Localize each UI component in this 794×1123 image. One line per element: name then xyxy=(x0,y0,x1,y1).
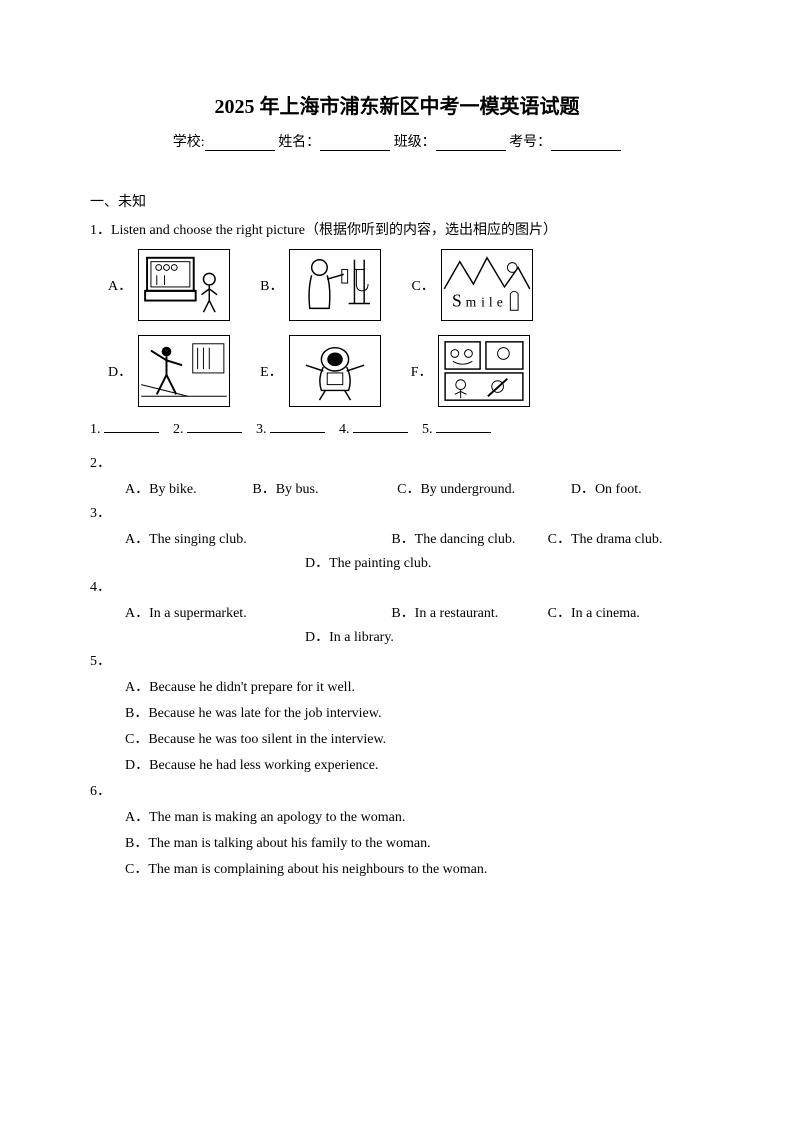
astronaut-icon xyxy=(289,335,381,407)
blank-4[interactable] xyxy=(353,421,408,433)
q3-options-row1: A．The singing club. B．The dancing club. … xyxy=(125,528,704,548)
school-label: 学校: xyxy=(173,135,205,150)
pic-d-letter: D． xyxy=(108,361,132,381)
pic-f-letter: F． xyxy=(411,361,433,381)
tv-olympics-icon xyxy=(138,249,230,321)
q5-options: A．Because he didn't prepare for it well.… xyxy=(125,676,704,774)
blank-1[interactable] xyxy=(104,421,159,433)
question-6-number: 6． xyxy=(90,780,704,800)
blank-3-label: 3. xyxy=(256,422,267,437)
exam-no-label: 考号： xyxy=(509,135,551,150)
class-blank[interactable] xyxy=(436,137,506,151)
picture-option-b[interactable]: B． xyxy=(260,249,381,321)
svg-text:e: e xyxy=(497,294,503,309)
question-2-number: 2． xyxy=(90,452,704,472)
q4-option-d[interactable]: D．In a library. xyxy=(305,626,394,646)
q3-option-d[interactable]: D．The painting club. xyxy=(305,552,431,572)
q3-option-a[interactable]: A．The singing club. xyxy=(125,528,391,548)
blank-4-label: 4. xyxy=(339,422,350,437)
svg-text:i: i xyxy=(481,294,485,309)
q4-options-row2: D．In a library. xyxy=(125,626,704,646)
q2-option-c[interactable]: C．By underground. xyxy=(397,478,571,498)
q2-option-a[interactable]: A．By bike. xyxy=(125,478,252,498)
blank-2-label: 2. xyxy=(173,422,184,437)
pic-e-letter: E． xyxy=(260,361,283,381)
pic-b-letter: B． xyxy=(260,275,283,295)
blank-1-label: 1. xyxy=(90,422,101,437)
pic-a-letter: A． xyxy=(108,275,132,295)
q5-option-c[interactable]: C．Because he was too silent in the inter… xyxy=(125,728,704,748)
student-info-line: 学校: 姓名： 班级： 考号： xyxy=(90,131,704,151)
q2-options: A．By bike. B．By bus. C．By underground. D… xyxy=(125,478,704,498)
question-4-number: 4． xyxy=(90,576,704,596)
school-blank[interactable] xyxy=(205,137,275,151)
q4-options-row1: A．In a supermarket. B．In a restaurant. C… xyxy=(125,602,704,622)
section-1-header: 一、未知 xyxy=(90,191,704,211)
svg-text:l: l xyxy=(489,294,493,309)
q6-option-b[interactable]: B．The man is talking about his family to… xyxy=(125,832,704,852)
pic-c-letter: C． xyxy=(411,275,434,295)
name-label: 姓名： xyxy=(278,135,320,150)
page-title: 2025 年上海市浦东新区中考一模英语试题 xyxy=(90,90,704,119)
svg-text:S: S xyxy=(452,290,462,310)
q5-option-b[interactable]: B．Because he was late for the job interv… xyxy=(125,702,704,722)
q2-option-b[interactable]: B．By bus. xyxy=(252,478,397,498)
question-1: 1．Listen and choose the right picture（根据… xyxy=(90,219,704,239)
picture-option-f[interactable]: F． xyxy=(411,335,531,407)
scientist-lab-icon xyxy=(289,249,381,321)
svg-text:m: m xyxy=(465,294,476,309)
q1-answer-blanks: 1. 2. 3. 4. 5. xyxy=(90,421,704,438)
q2-option-d[interactable]: D．On foot. xyxy=(571,478,698,498)
drawing-pictures-icon xyxy=(438,335,530,407)
q4-option-c[interactable]: C．In a cinema. xyxy=(548,602,704,622)
smile-mountains-icon: Smile xyxy=(441,249,533,321)
question-3-number: 3． xyxy=(90,502,704,522)
q5-option-d[interactable]: D．Because he had less working experience… xyxy=(125,754,704,774)
picture-option-e[interactable]: E． xyxy=(260,335,381,407)
q5-option-a[interactable]: A．Because he didn't prepare for it well. xyxy=(125,676,704,696)
name-blank[interactable] xyxy=(320,137,390,151)
blank-2[interactable] xyxy=(187,421,242,433)
exam-no-blank[interactable] xyxy=(551,137,621,151)
class-label: 班级： xyxy=(394,135,436,150)
q3-options-row2: D．The painting club. xyxy=(125,552,704,572)
q6-options: A．The man is making an apology to the wo… xyxy=(125,806,704,878)
blank-5-label: 5. xyxy=(422,422,433,437)
picture-row-2: D． E． F． xyxy=(108,335,704,407)
q4-option-a[interactable]: A．In a supermarket. xyxy=(125,602,391,622)
blank-3[interactable] xyxy=(270,421,325,433)
q6-option-a[interactable]: A．The man is making an apology to the wo… xyxy=(125,806,704,826)
picture-option-a[interactable]: A． xyxy=(108,249,230,321)
q4-option-b[interactable]: B．In a restaurant. xyxy=(391,602,547,622)
picture-row-1: A． B． C． Smile xyxy=(108,249,704,321)
q3-option-b[interactable]: B．The dancing club. xyxy=(391,528,547,548)
q1-number: 1． xyxy=(90,223,111,238)
q6-option-c[interactable]: C．The man is complaining about his neigh… xyxy=(125,858,704,878)
blank-5[interactable] xyxy=(436,421,491,433)
picture-option-d[interactable]: D． xyxy=(108,335,230,407)
q1-text: Listen and choose the right picture（根据你听… xyxy=(111,223,557,238)
question-5-number: 5． xyxy=(90,650,704,670)
picture-option-c[interactable]: C． Smile xyxy=(411,249,532,321)
q3-option-c[interactable]: C．The drama club. xyxy=(548,528,704,548)
stretching-exercise-icon xyxy=(138,335,230,407)
